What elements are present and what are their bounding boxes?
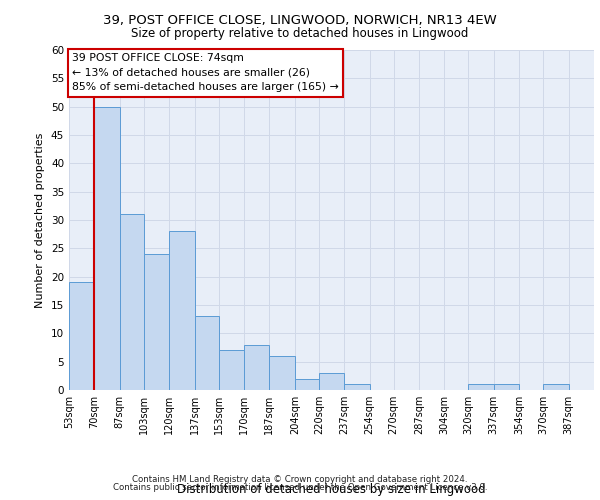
Text: Contains public sector information licensed under the Open Government Licence v3: Contains public sector information licen… xyxy=(113,484,487,492)
Bar xyxy=(295,378,319,390)
Text: Contains HM Land Registry data © Crown copyright and database right 2024.: Contains HM Land Registry data © Crown c… xyxy=(132,475,468,484)
Y-axis label: Number of detached properties: Number of detached properties xyxy=(35,132,46,308)
Bar xyxy=(144,254,169,390)
Bar xyxy=(319,373,344,390)
Text: 39 POST OFFICE CLOSE: 74sqm
← 13% of detached houses are smaller (26)
85% of sem: 39 POST OFFICE CLOSE: 74sqm ← 13% of det… xyxy=(72,53,339,92)
Bar xyxy=(169,232,194,390)
Bar xyxy=(344,384,370,390)
Bar xyxy=(469,384,494,390)
Bar xyxy=(244,344,269,390)
Bar xyxy=(194,316,218,390)
Text: Size of property relative to detached houses in Lingwood: Size of property relative to detached ho… xyxy=(131,28,469,40)
X-axis label: Distribution of detached houses by size in Lingwood: Distribution of detached houses by size … xyxy=(177,483,486,496)
Bar xyxy=(494,384,519,390)
Bar xyxy=(269,356,295,390)
Bar xyxy=(69,282,94,390)
Bar xyxy=(543,384,569,390)
Text: 39, POST OFFICE CLOSE, LINGWOOD, NORWICH, NR13 4EW: 39, POST OFFICE CLOSE, LINGWOOD, NORWICH… xyxy=(103,14,497,27)
Bar xyxy=(218,350,244,390)
Bar xyxy=(94,106,120,390)
Bar xyxy=(120,214,144,390)
